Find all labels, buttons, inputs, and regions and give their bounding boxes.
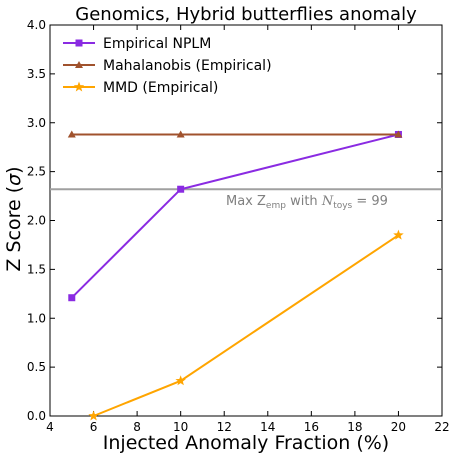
legend-marker-mahalanobis-empirical xyxy=(75,61,83,68)
y-tick-label: 0.5 xyxy=(27,360,46,374)
y-tick-label: 3.0 xyxy=(27,116,46,130)
data-point-mahalanobis-empirical xyxy=(67,130,76,138)
y-axis-label: Z Score (σ) xyxy=(3,166,25,271)
x-tick-label: 22 xyxy=(434,420,449,434)
reference-label-mid: with xyxy=(286,194,322,209)
x-tick-label: 4 xyxy=(46,420,54,434)
data-point-mmd-empirical xyxy=(393,229,404,240)
y-tick-label: 4.0 xyxy=(27,18,46,32)
x-axis-label: Injected Anomaly Fraction (%) xyxy=(103,432,389,454)
y-axis-label-close: ) xyxy=(3,166,25,173)
reference-label-main: Max Z xyxy=(226,194,266,209)
legend-label-mmd-empirical: MMD (Empirical) xyxy=(103,80,218,96)
y-tick-label: 2.0 xyxy=(27,214,46,228)
y-tick-label: 3.5 xyxy=(27,67,46,81)
x-tick-label: 12 xyxy=(217,420,232,434)
reference-label-end: = 99 xyxy=(352,194,388,209)
x-tick-label: 16 xyxy=(304,420,319,434)
series-line-empirical-nplm xyxy=(71,133,399,299)
y-tick-label: 0.0 xyxy=(27,409,46,423)
x-tick-label: 18 xyxy=(347,420,362,434)
reference-label-n: N xyxy=(321,194,334,209)
x-tick-label: 14 xyxy=(260,420,275,434)
legend-label-empirical-nplm: Empirical NPLM xyxy=(103,36,211,52)
reference-label-sub: emp xyxy=(266,201,286,211)
reference-label-nsub: toys xyxy=(333,201,352,211)
x-tick-label: 8 xyxy=(133,420,141,434)
data-point-empirical-nplm xyxy=(68,294,76,302)
reference-line-label: Max Zemp with Ntoys = 99 xyxy=(226,194,388,211)
data-point-mmd-empirical xyxy=(175,375,186,386)
y-tick-label: 2.5 xyxy=(27,165,46,179)
legend-marker-mmd-empirical xyxy=(73,81,85,92)
y-tick-label: 1.0 xyxy=(27,311,46,325)
data-point-mahalanobis-empirical xyxy=(176,130,185,138)
x-tick-label: 10 xyxy=(173,420,188,434)
legend-label-mahalanobis-empirical: Mahalanobis (Empirical) xyxy=(103,58,272,74)
x-tick-label: 20 xyxy=(391,420,406,434)
data-point-empirical-nplm xyxy=(177,185,185,193)
series-line-mmd-empirical xyxy=(93,234,399,417)
data-point-mahalanobis-empirical xyxy=(394,130,403,138)
y-axis-label-main: Z Score ( xyxy=(3,186,25,272)
chart-title: Genomics, Hybrid butterflies anomaly xyxy=(75,4,417,25)
data-point-mmd-empirical xyxy=(88,410,99,421)
x-tick-label: 6 xyxy=(90,420,98,434)
y-axis-label-symbol: σ xyxy=(3,173,25,186)
y-tick-label: 1.5 xyxy=(27,262,46,276)
legend-marker-empirical-nplm xyxy=(75,39,83,47)
legend: Empirical NPLM Mahalanobis (Empirical) MMD… xyxy=(63,36,272,96)
